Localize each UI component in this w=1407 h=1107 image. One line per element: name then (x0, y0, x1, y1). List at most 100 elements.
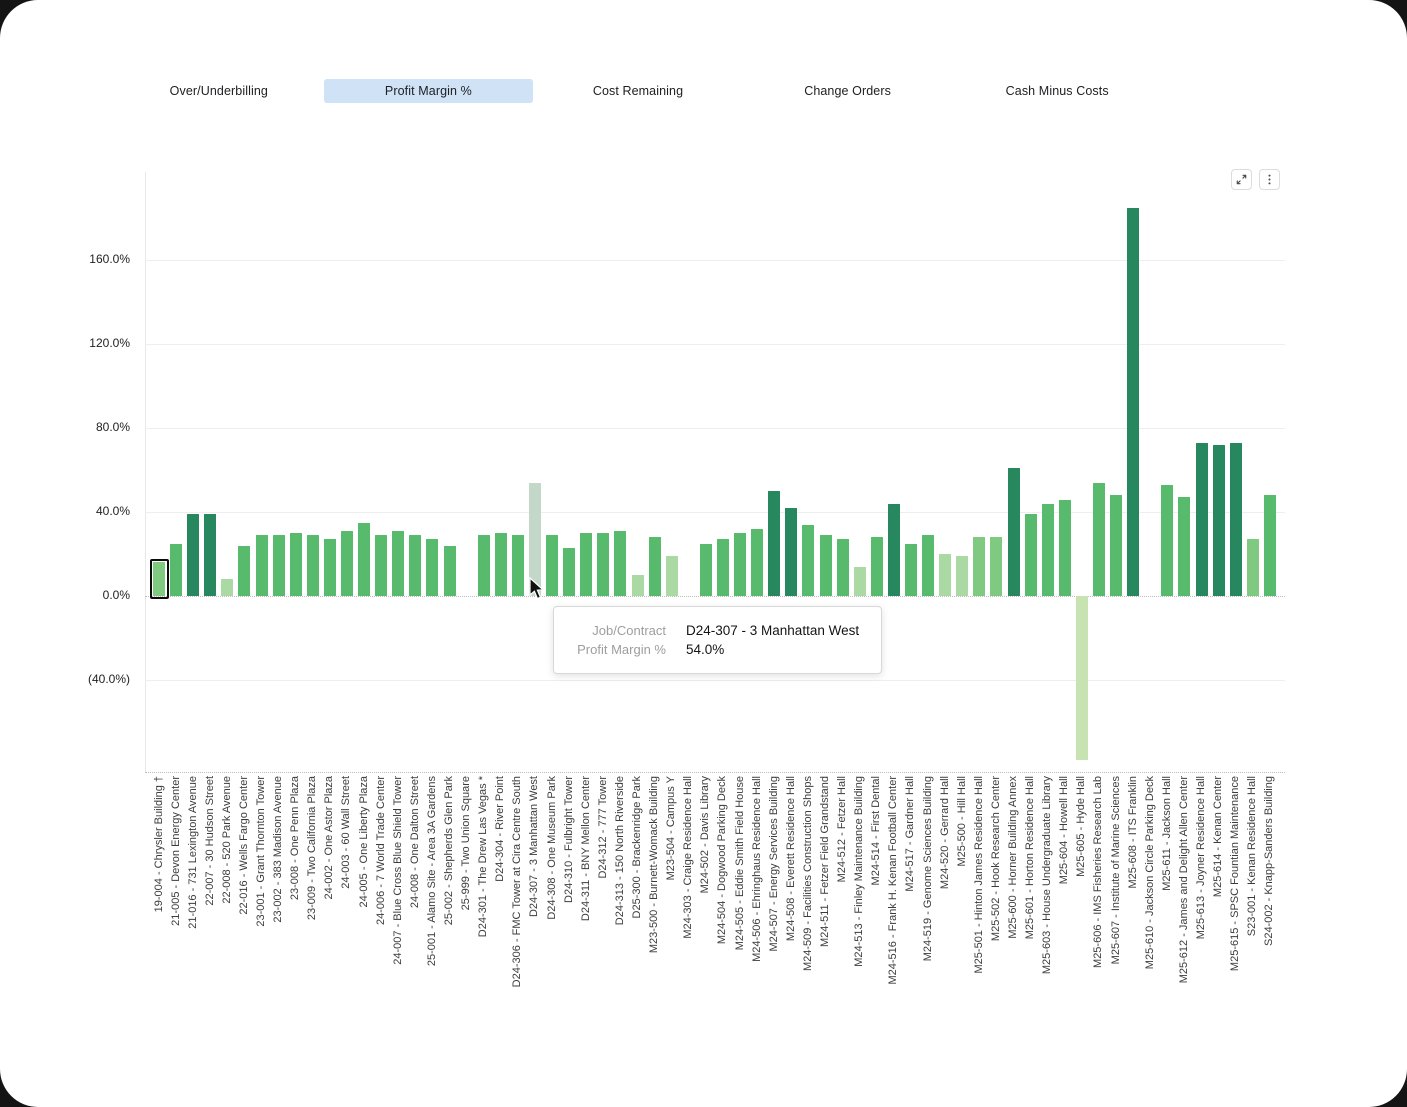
y-axis-label: 80.0% (95, 420, 130, 435)
bar[interactable] (887, 503, 900, 596)
chart-menu-button[interactable] (1259, 169, 1280, 190)
bar[interactable] (238, 545, 251, 596)
bar[interactable] (170, 543, 183, 596)
bar[interactable] (631, 575, 644, 596)
x-axis-label: M24-517 - Gardner Hall (904, 776, 917, 892)
bar[interactable] (1246, 539, 1259, 596)
bar[interactable] (1161, 484, 1174, 596)
bar[interactable] (1110, 495, 1123, 596)
x-axis-label: D25-300 - Brackenridge Park (631, 776, 644, 919)
x-axis-label: M25-604 - Howell Hall (1058, 776, 1071, 885)
bar[interactable] (306, 535, 319, 596)
x-axis-label: 25-002 - Shepherds Glen Park (443, 776, 456, 926)
x-axis-label: M24-520 - Gerrard Hall (938, 776, 951, 890)
bar[interactable] (255, 535, 268, 596)
bar[interactable] (870, 537, 883, 596)
x-axis-label: 23-009 - Two California Plaza (306, 776, 319, 921)
tab-cash-minus-costs[interactable]: Cash Minus Costs (1005, 84, 1109, 98)
bar[interactable] (443, 545, 456, 596)
bar[interactable] (1041, 503, 1054, 596)
bar[interactable] (187, 514, 200, 596)
bar[interactable] (580, 533, 593, 596)
bar[interactable] (734, 533, 747, 596)
bar[interactable] (323, 539, 336, 596)
bar[interactable] (272, 535, 285, 596)
bar[interactable] (511, 535, 524, 596)
bar[interactable] (204, 514, 217, 596)
bar[interactable] (1229, 442, 1242, 596)
bar[interactable] (836, 539, 849, 596)
bar[interactable] (289, 533, 302, 596)
bar[interactable] (1092, 482, 1105, 596)
bar[interactable] (768, 491, 781, 596)
bar[interactable] (494, 533, 507, 596)
bar[interactable] (392, 530, 405, 596)
bar[interactable] (1212, 444, 1225, 596)
bar[interactable] (1058, 499, 1071, 596)
x-axis-label: 23-001 - Grant Thornton Tower (255, 776, 268, 927)
bar[interactable] (563, 547, 576, 596)
bar[interactable] (358, 522, 371, 596)
expand-chart-button[interactable] (1231, 169, 1252, 190)
bar[interactable] (426, 539, 439, 596)
tooltip-value: 54.0% (686, 642, 725, 657)
bar[interactable] (340, 530, 353, 596)
tooltip-value: D24-307 - 3 Manhattan West (686, 623, 860, 638)
x-axis-label: M25-600 - Horner Building Annex (1007, 776, 1020, 939)
bar[interactable] (802, 524, 815, 596)
x-axis-label: M24-513 - Finley Maintenance Building (853, 776, 866, 967)
y-axis-label: 120.0% (89, 336, 130, 351)
bar[interactable] (973, 537, 986, 596)
bar[interactable] (1263, 495, 1276, 596)
tab-over-underbilling[interactable]: Over/Underbilling (169, 84, 268, 98)
bar[interactable] (716, 539, 729, 596)
bar[interactable] (1024, 514, 1037, 596)
bar[interactable] (1075, 596, 1088, 760)
chart-metric-tabs: Over/Underbilling Profit Margin % Cost Rem… (114, 79, 1162, 103)
bar[interactable] (614, 530, 627, 596)
tab-cost-remaining[interactable]: Cost Remaining (592, 84, 684, 98)
bar[interactable] (699, 543, 712, 596)
y-axis-label: 40.0% (95, 504, 130, 519)
x-axis-label: D24-301 - The Drew Las Vegas * (477, 776, 490, 938)
bar[interactable] (751, 528, 764, 596)
bar[interactable] (1178, 497, 1191, 596)
bar[interactable] (922, 535, 935, 596)
bar[interactable] (904, 543, 917, 596)
bar[interactable] (665, 556, 678, 596)
bar[interactable] (990, 537, 1003, 596)
bar[interactable] (409, 535, 422, 596)
x-axis-label: M25-502 - Hook Research Center (989, 776, 1002, 942)
bar[interactable] (648, 537, 661, 596)
bar[interactable] (153, 562, 165, 596)
x-axis-label: D24-306 - FMC Tower at Cira Centre South (511, 776, 524, 988)
bar[interactable] (477, 535, 490, 596)
bar[interactable] (853, 566, 866, 596)
x-axis-label: 24-003 - 60 Wall Street (340, 776, 353, 889)
bar[interactable] (939, 554, 952, 596)
bar[interactable] (1007, 468, 1020, 596)
bar[interactable] (221, 579, 234, 596)
bar[interactable] (956, 556, 969, 596)
tab-change-orders[interactable]: Change Orders (804, 84, 891, 98)
x-axis-label: M24-509 - Facilities Construction Shops (801, 776, 814, 972)
bar[interactable] (785, 507, 798, 596)
chart-tooltip: Job/Contract D24-307 - 3 Manhattan West … (553, 606, 883, 674)
x-axis-label: D24-311 - BNY Mellon Center (579, 776, 592, 922)
x-axis-label: M24-511 - Fetzer Field Grandstand (819, 776, 832, 947)
tab-profit-margin-[interactable]: Profit Margin % (323, 79, 534, 103)
bar[interactable] (1127, 207, 1140, 596)
bar[interactable] (1195, 442, 1208, 596)
x-axis-label: 22-008 - 520 Park Avenue (220, 776, 233, 904)
bar[interactable] (546, 535, 559, 596)
x-axis-line (145, 772, 1285, 773)
y-axis-line (145, 172, 146, 772)
gridline (145, 512, 1285, 514)
bar[interactable] (528, 482, 541, 596)
x-axis-label: M25-603 - House Undergraduate Library (1041, 776, 1054, 975)
x-axis-label: D24-312 - 777 Tower (596, 776, 609, 879)
bar[interactable] (597, 533, 610, 596)
x-axis-label: M24-502 - Davis Library (699, 776, 712, 894)
bar[interactable] (819, 535, 832, 596)
bar[interactable] (375, 535, 388, 596)
